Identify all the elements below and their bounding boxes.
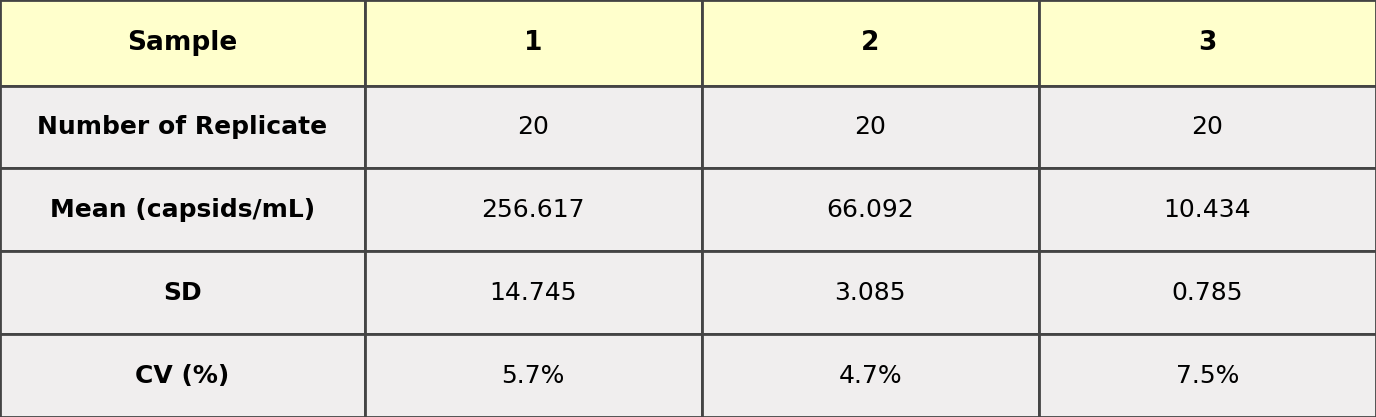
Text: Number of Replicate: Number of Replicate (37, 115, 327, 139)
Text: Mean (capsids/mL): Mean (capsids/mL) (50, 198, 315, 222)
Text: 20: 20 (517, 115, 549, 139)
Text: 3.085: 3.085 (835, 281, 905, 305)
Bar (702, 251, 1039, 334)
Text: 2: 2 (861, 30, 879, 56)
Bar (1039, 168, 1376, 251)
Text: 66.092: 66.092 (827, 198, 914, 222)
Text: Sample: Sample (127, 30, 238, 56)
Bar (365, 85, 702, 168)
Bar (702, 168, 1039, 251)
Bar (365, 0, 702, 85)
Text: 20: 20 (854, 115, 886, 139)
Text: 7.5%: 7.5% (1175, 364, 1240, 387)
Bar (0, 85, 365, 168)
Text: 4.7%: 4.7% (838, 364, 903, 387)
Text: 20: 20 (1192, 115, 1223, 139)
Bar (0, 251, 365, 334)
Bar (702, 0, 1039, 85)
Text: 10.434: 10.434 (1164, 198, 1251, 222)
Bar (365, 251, 702, 334)
Bar (0, 168, 365, 251)
Bar (1039, 334, 1376, 417)
Bar (1039, 85, 1376, 168)
Text: SD: SD (162, 281, 202, 305)
Bar (1039, 251, 1376, 334)
Bar (702, 85, 1039, 168)
Text: 256.617: 256.617 (482, 198, 585, 222)
Text: CV (%): CV (%) (135, 364, 230, 387)
Bar (0, 334, 365, 417)
Text: 3: 3 (1198, 30, 1216, 56)
Text: 0.785: 0.785 (1172, 281, 1243, 305)
Bar (0, 0, 365, 85)
Text: 1: 1 (524, 30, 542, 56)
Text: 14.745: 14.745 (490, 281, 577, 305)
Bar (365, 168, 702, 251)
Bar (365, 334, 702, 417)
Text: 5.7%: 5.7% (501, 364, 566, 387)
Bar (1039, 0, 1376, 85)
Bar (702, 334, 1039, 417)
